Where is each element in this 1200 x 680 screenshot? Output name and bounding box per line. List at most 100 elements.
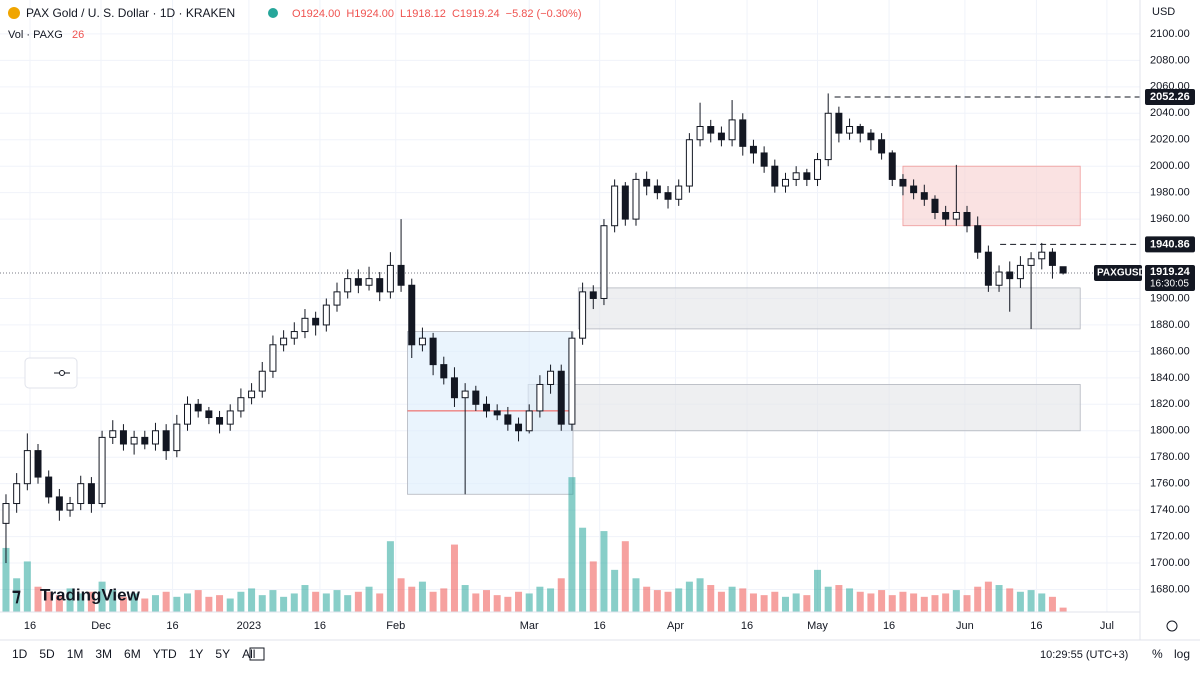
timeframe-button[interactable]: YTD	[153, 647, 177, 661]
candle-body	[664, 192, 672, 200]
timeframe-button[interactable]: 6M	[124, 647, 141, 661]
volume-bar	[365, 586, 373, 612]
symbol-title: PAX Gold / U. S. Dollar · 1D · KRAKEN	[26, 6, 235, 20]
volume-bar	[429, 591, 437, 612]
volume-bar	[34, 586, 42, 612]
candle-body	[931, 198, 939, 213]
candle-body	[440, 364, 448, 379]
volume-bar	[760, 595, 768, 612]
candle-body	[600, 225, 608, 299]
candle-body	[216, 417, 224, 425]
volume-bar	[226, 598, 234, 612]
volume-bar	[290, 593, 298, 612]
timeframe-button[interactable]: 3M	[95, 647, 112, 661]
candle-body	[354, 278, 362, 286]
date-range-icon[interactable]	[249, 647, 265, 661]
candle-body	[846, 126, 854, 134]
volume-bar	[878, 590, 886, 612]
candle-body	[611, 185, 619, 227]
candle-body	[397, 264, 405, 286]
candle-body	[386, 264, 394, 293]
candle-body	[55, 496, 63, 511]
volume-bar	[856, 591, 864, 612]
volume-bar	[579, 527, 587, 612]
candle-body	[151, 430, 159, 445]
candle-body	[536, 383, 544, 412]
volume-bar	[77, 593, 85, 612]
volume-bar	[696, 578, 704, 612]
x-tick-label: May	[807, 620, 828, 632]
volume-bar	[963, 595, 971, 612]
zone	[902, 165, 1081, 227]
y-tick-label: 1720.00	[1150, 531, 1190, 543]
volume-bar	[781, 596, 789, 612]
x-tick-label: 16	[166, 620, 178, 632]
candle-body	[109, 430, 117, 438]
ohlc-value: C1919.24	[452, 8, 500, 20]
ohlc-value: O1924.00	[292, 8, 340, 20]
zone	[527, 384, 1081, 432]
volume-bar	[685, 581, 693, 612]
candle-body	[98, 436, 106, 505]
countdown: 16:30:05	[1150, 279, 1189, 290]
price-label-box	[1145, 89, 1195, 106]
candle-body	[814, 159, 822, 180]
candle-body	[824, 112, 832, 161]
timeframe-button[interactable]: All	[242, 647, 255, 661]
candle-body	[205, 410, 213, 419]
volume-bar	[2, 547, 10, 612]
candle-body	[760, 152, 768, 167]
volume-bar	[269, 590, 277, 612]
timeframe-button[interactable]: 5Y	[215, 647, 230, 661]
candle-body	[1027, 258, 1035, 266]
candle-body	[621, 185, 629, 220]
y-tick-label: 2100.00	[1150, 28, 1190, 40]
candle-body	[408, 284, 416, 346]
volume-bar	[931, 595, 939, 612]
candle-body	[1059, 266, 1067, 274]
candle-body	[952, 211, 960, 220]
currency[interactable]: USD	[1152, 6, 1175, 18]
volume-bar	[162, 591, 170, 612]
volume-bar	[45, 591, 53, 612]
candle-body	[280, 337, 288, 346]
percent-toggle[interactable]: %	[1152, 647, 1163, 661]
timeframe-button[interactable]: 1D	[12, 647, 28, 661]
volume-bar	[611, 569, 619, 612]
y-tick-label: 1960.00	[1150, 213, 1190, 225]
candle-body	[450, 377, 458, 399]
price-label-box	[1145, 265, 1195, 292]
volume-bar	[258, 595, 266, 612]
volume-bar	[568, 477, 576, 612]
x-tick-label: 16	[741, 620, 753, 632]
candle-body	[312, 317, 320, 326]
y-tick-label: 1760.00	[1150, 478, 1190, 490]
drawing-widget[interactable]	[24, 357, 78, 389]
volume-bar	[995, 585, 1003, 612]
price-label: 2052.26	[1150, 91, 1190, 103]
volume-bar	[130, 593, 138, 612]
volume-bar	[461, 585, 469, 612]
candle-body	[899, 178, 907, 187]
volume-bar	[13, 578, 21, 612]
volume-bar	[1016, 591, 1024, 612]
volume-bar	[418, 581, 426, 612]
ohlc-value: H1924.00	[346, 8, 394, 20]
volume-bar	[920, 596, 928, 612]
volume-bar	[386, 541, 394, 612]
timeframe-button[interactable]: 1M	[67, 647, 84, 661]
volume-bar	[333, 590, 341, 612]
timeframe-button[interactable]: 1Y	[189, 647, 204, 661]
y-tick-label: 1900.00	[1150, 292, 1190, 304]
volume-bar	[23, 561, 31, 612]
symbol-icon	[8, 7, 20, 19]
volume-bar	[728, 586, 736, 612]
volume-bar	[109, 590, 117, 612]
y-tick-label: 1880.00	[1150, 319, 1190, 331]
timeframe-button[interactable]: 5D	[39, 647, 55, 661]
log-toggle[interactable]: log	[1174, 647, 1190, 661]
volume-bar	[504, 596, 512, 612]
candle-body	[1016, 264, 1024, 280]
settings-icon[interactable]	[1166, 620, 1178, 632]
